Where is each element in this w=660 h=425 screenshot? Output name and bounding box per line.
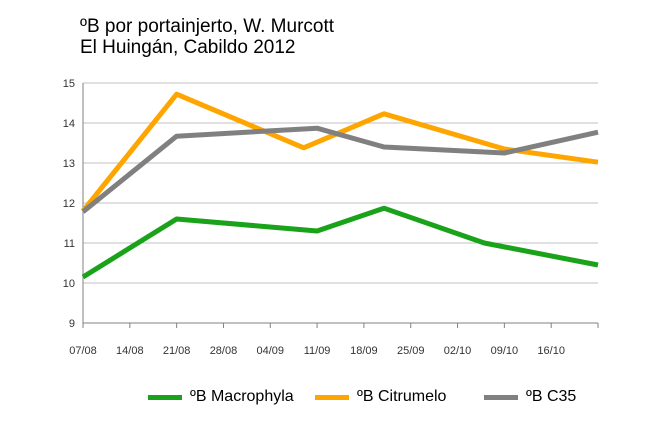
legend-swatch: [484, 394, 518, 400]
y-tick-label: 11: [64, 238, 75, 250]
legend-item: ºB Citrumelo: [315, 385, 446, 409]
series-line: [81, 125, 599, 214]
x-tick-label: 07/08: [69, 345, 97, 357]
legend-item: ºB C35: [484, 385, 576, 409]
x-tick-label: 11/09: [304, 345, 331, 357]
x-tick-label: 02/10: [444, 345, 472, 357]
x-tick-label: 28/08: [210, 345, 238, 357]
chart-title: ºB por portainjerto, W. Murcott: [80, 16, 335, 37]
x-tick-label: 25/09: [397, 345, 425, 357]
legend-swatch: [315, 394, 349, 400]
x-tick-label: 16/10: [537, 345, 565, 357]
legend: ºB Macrophyla ºB Citrumelo ºB C35: [0, 385, 660, 409]
x-tick-label: 04/09: [257, 345, 285, 357]
legend-item: ºB Macrophyla: [148, 385, 294, 409]
legend-label: ºB Citrumelo: [357, 388, 447, 405]
series-line: [81, 205, 599, 280]
x-tick-label: 09/10: [491, 345, 519, 357]
y-tick-label: 12: [63, 198, 75, 210]
x-tick-label: 18/09: [350, 345, 378, 357]
legend-swatch: [148, 394, 182, 400]
x-tick-label: 21/08: [163, 345, 191, 357]
y-tick-label: 10: [63, 278, 75, 290]
chart-subtitle: El Huingán, Cabildo 2012: [80, 37, 296, 58]
y-tick-label: 15: [63, 78, 75, 90]
y-tick-label: 14: [63, 118, 75, 130]
legend-label: ºB Macrophyla: [190, 388, 294, 405]
y-tick-label: 9: [69, 318, 75, 330]
y-tick-label: 13: [63, 158, 75, 170]
legend-label: ºB C35: [526, 388, 577, 405]
x-tick-label: 14/08: [116, 345, 144, 357]
